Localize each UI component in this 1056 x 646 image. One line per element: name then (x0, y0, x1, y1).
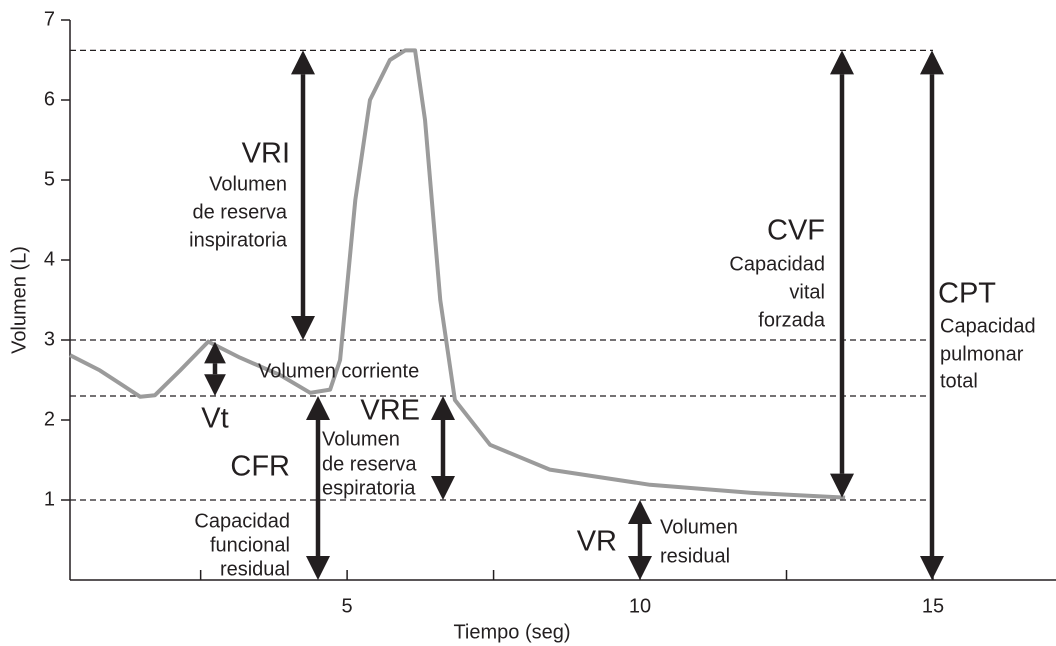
annotation-text: vital (789, 281, 825, 303)
annotation-text: total (940, 370, 978, 392)
y-tick-label: 6 (44, 88, 55, 110)
annotation-text: Capacidad (940, 315, 1036, 337)
arrow-head (920, 50, 944, 75)
annotation-text: Volumen corriente (258, 360, 419, 382)
annotation-text: Capacidad (729, 253, 825, 275)
arrow-head (830, 473, 854, 498)
annotation-text: espiratoria (322, 477, 416, 499)
annotation-text: forzada (758, 309, 826, 331)
annotation-text: Volumen (660, 516, 738, 538)
arrow-head (306, 556, 330, 580)
annotation-text: Capacidad (194, 510, 290, 532)
arrow-head (431, 476, 455, 500)
annotation-text: inspiratoria (189, 229, 288, 251)
x-tick-label: 10 (629, 595, 651, 617)
arrow-head (204, 374, 226, 396)
annotation-abbr: VR (577, 526, 617, 558)
annotation-text: funcional (210, 534, 290, 556)
annotation-abbr: CFR (230, 451, 290, 483)
annotation-text: residual (220, 558, 290, 580)
y-tick-label: 1 (44, 488, 55, 510)
annotation-text: Volumen (209, 173, 287, 195)
arrow-head (291, 316, 315, 340)
annotation-text: pulmonar (940, 343, 1024, 365)
annotation-text: Volumen (322, 428, 400, 450)
y-tick-label: 2 (44, 408, 55, 430)
annotation-abbr: CVF (767, 215, 825, 247)
x-tick-label: 5 (342, 595, 353, 617)
y-tick-label: 4 (44, 248, 55, 270)
volume-curve (69, 48, 846, 500)
y-tick-label: 7 (44, 8, 55, 30)
arrow-head (306, 396, 330, 420)
y-tick-label: 5 (44, 168, 55, 190)
arrow-head (628, 556, 652, 580)
annotation-text: de reserva (322, 453, 417, 475)
arrow-head (431, 396, 455, 420)
arrow-head (920, 556, 944, 580)
annotation-abbr: Vt (201, 403, 228, 435)
annotation-text: de reserva (193, 201, 288, 223)
annotation-abbr: CPT (938, 278, 996, 310)
annotation-text: residual (660, 545, 730, 567)
x-tick-label: 15 (922, 595, 944, 617)
annotation-abbr: VRE (360, 395, 420, 427)
y-tick-label: 3 (44, 328, 55, 350)
arrow-head (628, 500, 652, 524)
x-axis-label: Tiempo (seg) (453, 621, 570, 643)
annotation-abbr: VRI (242, 138, 290, 170)
arrow-head (204, 341, 226, 364)
arrow-head (291, 50, 315, 75)
y-axis-label: Volumen (L) (8, 246, 30, 354)
arrow-head (830, 50, 854, 75)
